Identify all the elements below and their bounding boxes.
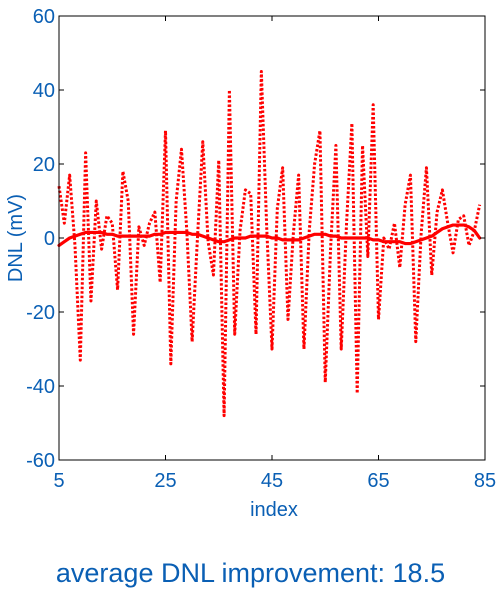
y-tick-label: -20 xyxy=(26,302,55,324)
x-tick-label: 85 xyxy=(474,470,496,492)
y-tick-label: 60 xyxy=(33,6,55,28)
x-axis-title: index xyxy=(250,499,298,521)
series-layer xyxy=(57,70,482,418)
y-tick-label: -40 xyxy=(26,376,55,398)
y-tick-label: 0 xyxy=(44,228,55,250)
y-tick-label: 40 xyxy=(33,80,55,102)
dnl-after-series-line xyxy=(57,223,482,247)
x-tick-label: 25 xyxy=(154,470,176,492)
x-axis-ticks: 5 25 45 65 85 xyxy=(53,16,496,492)
x-tick-label: 5 xyxy=(53,470,64,492)
y-axis-title: DNL (mV) xyxy=(5,194,27,282)
y-tick-label: 20 xyxy=(33,154,55,176)
x-tick-label: 45 xyxy=(261,470,283,492)
dnl-before-series-line xyxy=(57,70,482,418)
footer-caption: average DNL improvement: 18.5 xyxy=(55,558,446,588)
y-axis-ticks: -60 -40 -20 0 20 40 60 xyxy=(26,6,485,472)
x-tick-label: 65 xyxy=(367,470,389,492)
y-tick-label: -60 xyxy=(26,450,55,472)
